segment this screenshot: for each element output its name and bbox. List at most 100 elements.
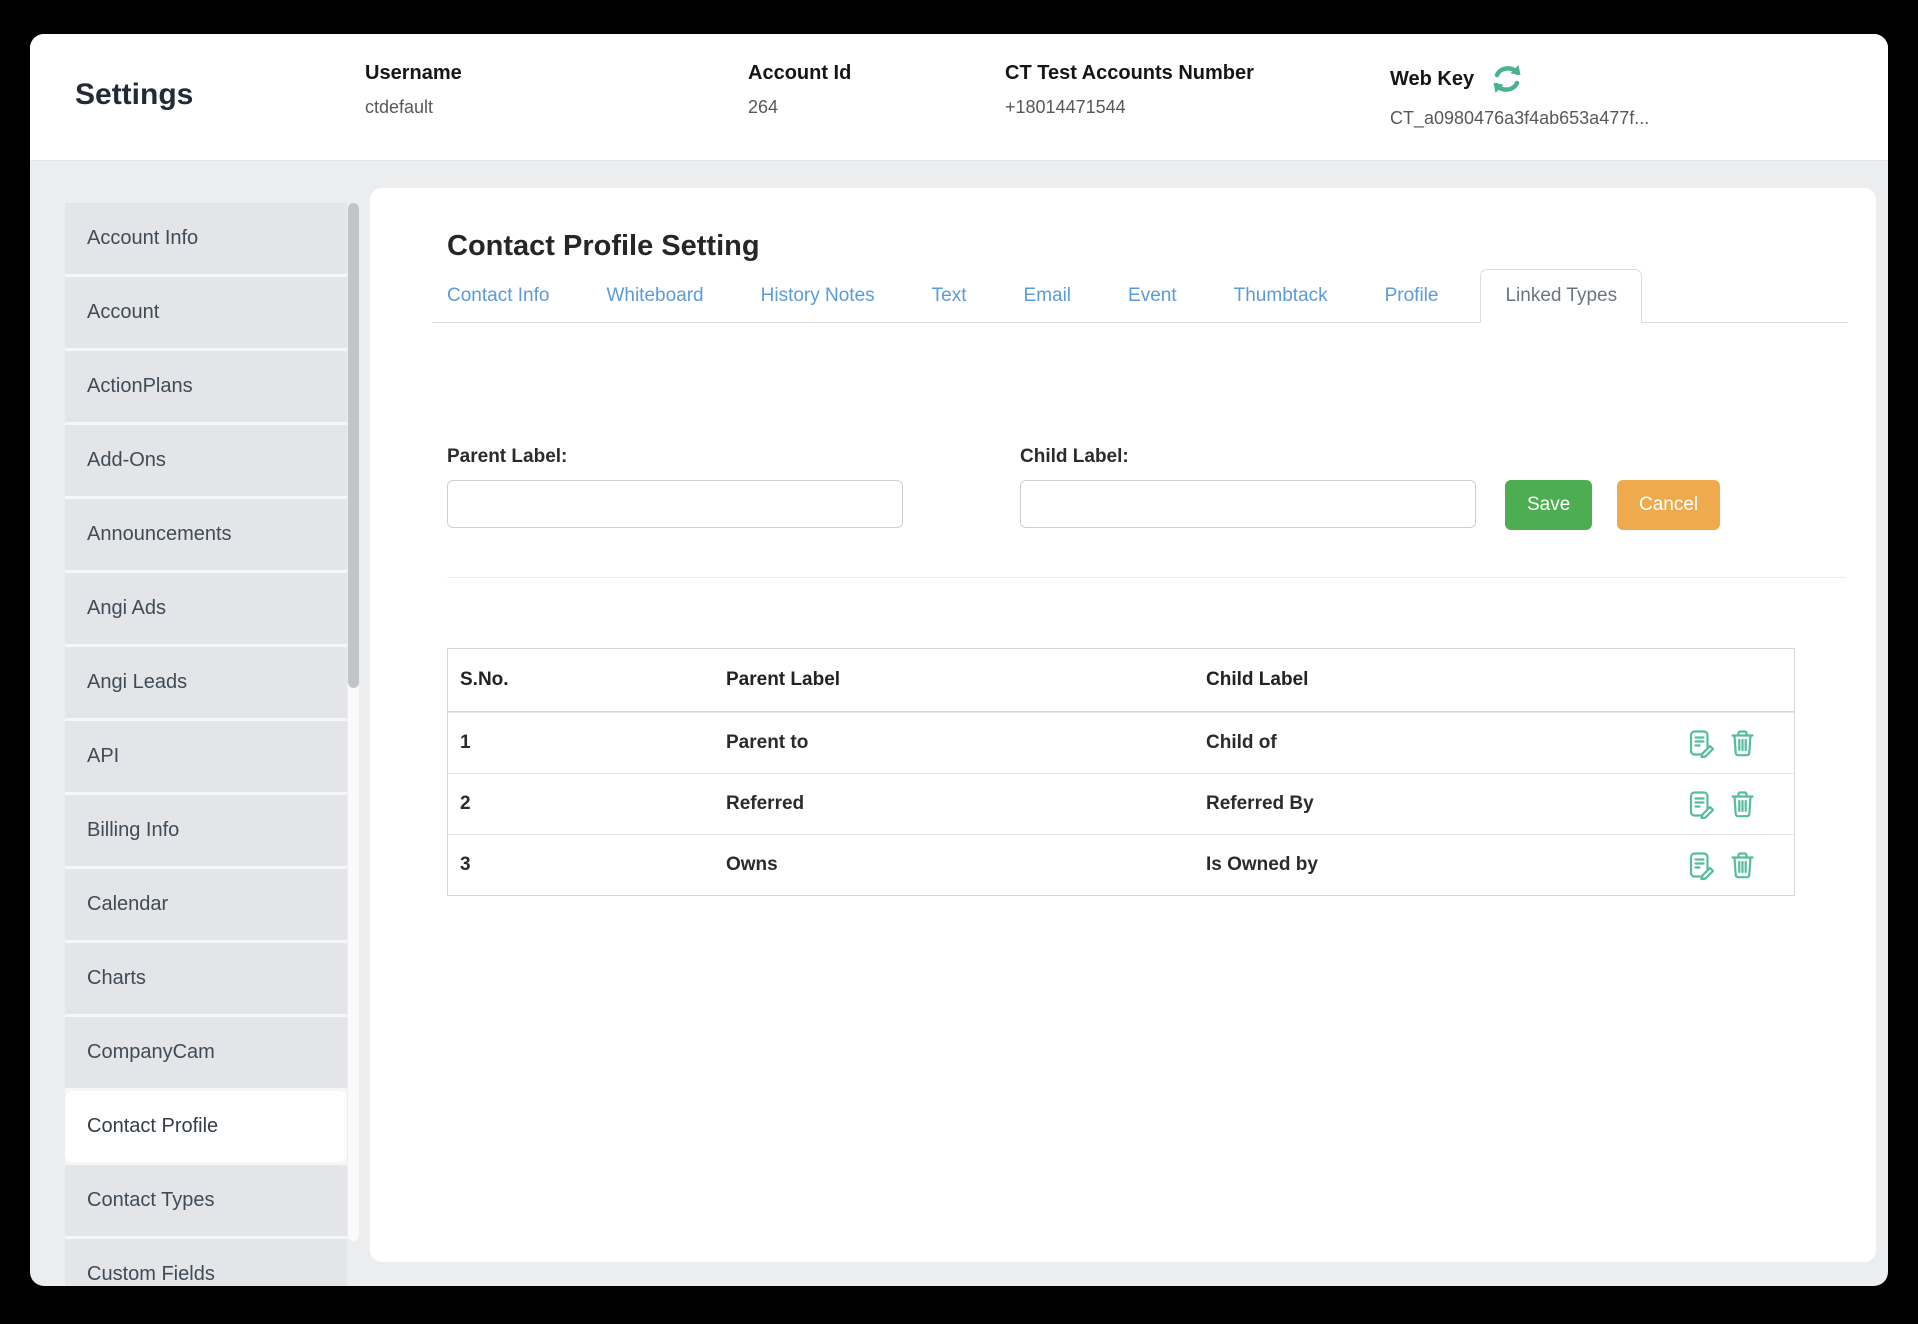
edit-icon[interactable]	[1687, 851, 1716, 881]
sidebar-item-account-info[interactable]: Account Info	[65, 203, 347, 274]
sidebar-item-label: Angi Leads	[87, 671, 188, 693]
tab-linked-types[interactable]: Linked Types	[1480, 269, 1643, 323]
tab-label: Text	[931, 285, 967, 306]
sidebar-item-label: Account	[87, 301, 160, 323]
tab-text[interactable]: Text	[917, 270, 982, 322]
username-label: Username	[365, 62, 462, 84]
sidebar-item-add-ons[interactable]: Add-Ons	[65, 425, 347, 496]
sidebar-item-label: Charts	[87, 967, 146, 989]
app-header: Settings Username ctdefault Account Id 2…	[30, 34, 1888, 160]
cell-parent-label: Referred	[714, 773, 1194, 834]
section-divider	[447, 577, 1846, 578]
tab-thumbtack[interactable]: Thumbtack	[1219, 270, 1343, 322]
tab-label: Thumbtack	[1233, 285, 1328, 306]
tab-email[interactable]: Email	[1009, 270, 1087, 322]
cell-parent-label: Owns	[714, 834, 1194, 895]
username-value: ctdefault	[365, 97, 434, 117]
web-key-label: Web Key	[1390, 67, 1475, 90]
header-field-ct-test-accounts-number: CT Test Accounts Number +18014471544	[1005, 62, 1254, 118]
child-label-text: Child Label:	[1020, 446, 1129, 467]
tab-label: Profile	[1384, 285, 1439, 306]
sidebar-item-account[interactable]: Account	[65, 277, 347, 348]
tab-label: Whiteboard	[606, 285, 704, 306]
sidebar-item-angi-leads[interactable]: Angi Leads	[65, 647, 347, 718]
edit-icon[interactable]	[1687, 729, 1716, 759]
sidebar-item-announcements[interactable]: Announcements	[65, 499, 347, 570]
cell-child-label: Child of	[1194, 712, 1641, 773]
app-window: Settings Username ctdefault Account Id 2…	[30, 34, 1888, 1286]
sidebar-item-label: Account Info	[87, 227, 199, 249]
sidebar-item-charts[interactable]: Charts	[65, 943, 347, 1014]
sidebar-item-label: Angi Ads	[87, 597, 166, 619]
cell-child-label: Referred By	[1194, 773, 1641, 834]
delete-icon[interactable]	[1729, 851, 1756, 880]
linked-types-table: S.No. Parent Label Child Label 1 Parent …	[447, 648, 1795, 896]
table-row: 1 Parent to Child of	[448, 712, 1794, 773]
web-key-value[interactable]: CT_a0980476a3f4ab653a477f...	[1390, 108, 1650, 128]
tab-history-notes[interactable]: History Notes	[746, 270, 890, 322]
sidebar-scrollbar[interactable]	[348, 203, 359, 1241]
column-header-parent-label: Parent Label	[714, 649, 1194, 712]
sidebar-item-label: ActionPlans	[87, 375, 193, 397]
cell-sno: 2	[448, 773, 714, 834]
tab-label: History Notes	[760, 285, 875, 306]
sidebar-item-angi-ads[interactable]: Angi Ads	[65, 573, 347, 644]
child-label-input[interactable]	[1020, 480, 1476, 528]
cell-sno: 1	[448, 712, 714, 773]
sidebar-item-contact-profile[interactable]: Contact Profile	[65, 1091, 347, 1162]
tab-label: Contact Info	[447, 285, 550, 306]
delete-icon[interactable]	[1729, 729, 1756, 758]
tab-label: Event	[1128, 285, 1177, 306]
sidebar-item-calendar[interactable]: Calendar	[65, 869, 347, 940]
cell-child-label: Is Owned by	[1194, 834, 1641, 895]
ct-test-accounts-number-value: +18014471544	[1005, 97, 1126, 117]
column-header-child-label: Child Label	[1194, 649, 1641, 712]
sidebar-item-companycam[interactable]: CompanyCam	[65, 1017, 347, 1088]
header-field-web-key: Web Key CT_a0980476a3f4ab653a477f...	[1390, 62, 1649, 129]
refresh-icon[interactable]	[1488, 62, 1526, 96]
header-field-username: Username ctdefault	[365, 62, 462, 118]
tab-event[interactable]: Event	[1113, 270, 1192, 322]
column-header-sno: S.No.	[448, 649, 714, 712]
sidebar-scrollbar-thumb[interactable]	[348, 203, 359, 688]
tab-whiteboard[interactable]: Whiteboard	[591, 270, 718, 322]
sidebar: Account Info Account ActionPlans Add-Ons…	[65, 203, 347, 1286]
sidebar-item-label: API	[87, 745, 120, 767]
header-field-account-id: Account Id 264	[748, 62, 851, 118]
cancel-button[interactable]: Cancel	[1617, 480, 1721, 530]
table-row: 2 Referred Referred By	[448, 773, 1794, 834]
sidebar-item-label: Announcements	[87, 523, 232, 545]
content-card: Contact Profile Setting Contact Info Whi…	[370, 188, 1876, 1262]
section-heading: Contact Profile Setting	[447, 230, 760, 262]
sidebar-item-label: Contact Types	[87, 1189, 215, 1211]
sidebar-item-actionplans[interactable]: ActionPlans	[65, 351, 347, 422]
sidebar-item-billing-info[interactable]: Billing Info	[65, 795, 347, 866]
table-header-row: S.No. Parent Label Child Label	[448, 649, 1794, 712]
save-button[interactable]: Save	[1505, 480, 1593, 530]
page-title: Settings	[75, 78, 194, 111]
sidebar-item-api[interactable]: API	[65, 721, 347, 792]
account-id-value: 264	[748, 97, 779, 117]
sidebar-item-custom-fields[interactable]: Custom Fields	[65, 1239, 347, 1286]
sidebar-item-label: Calendar	[87, 893, 169, 915]
account-id-label: Account Id	[748, 62, 852, 84]
delete-icon[interactable]	[1729, 790, 1756, 819]
ct-test-accounts-number-label: CT Test Accounts Number	[1005, 62, 1254, 84]
parent-label-input[interactable]	[447, 480, 903, 528]
tab-label: Linked Types	[1505, 285, 1618, 306]
tab-contact-info[interactable]: Contact Info	[432, 270, 564, 322]
sidebar-item-label: Contact Profile	[87, 1115, 219, 1137]
column-header-actions	[1641, 649, 1794, 712]
sidebar-item-label: Add-Ons	[87, 449, 166, 471]
cell-sno: 3	[448, 834, 714, 895]
edit-icon[interactable]	[1687, 790, 1716, 820]
tab-profile[interactable]: Profile	[1370, 270, 1454, 322]
parent-label-text: Parent Label:	[447, 446, 568, 467]
tab-label: Email	[1023, 285, 1072, 306]
cell-parent-label: Parent to	[714, 712, 1194, 773]
tab-bar: Contact Info Whiteboard History Notes Te…	[432, 268, 1848, 323]
sidebar-item-label: CompanyCam	[87, 1041, 215, 1063]
sidebar-item-contact-types[interactable]: Contact Types	[65, 1165, 347, 1236]
table-row: 3 Owns Is Owned by	[448, 834, 1794, 895]
sidebar-item-label: Billing Info	[87, 819, 180, 841]
